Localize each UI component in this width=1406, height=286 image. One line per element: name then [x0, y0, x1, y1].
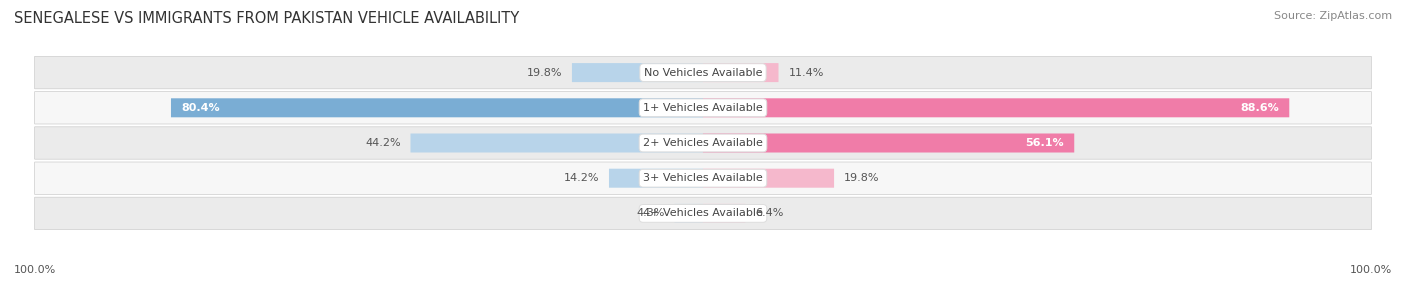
Text: 100.0%: 100.0% [1350, 265, 1392, 275]
Text: Source: ZipAtlas.com: Source: ZipAtlas.com [1274, 11, 1392, 21]
Text: SENEGALESE VS IMMIGRANTS FROM PAKISTAN VEHICLE AVAILABILITY: SENEGALESE VS IMMIGRANTS FROM PAKISTAN V… [14, 11, 519, 26]
FancyBboxPatch shape [703, 63, 779, 82]
Text: 80.4%: 80.4% [181, 103, 219, 113]
FancyBboxPatch shape [35, 92, 1371, 124]
FancyBboxPatch shape [703, 169, 834, 188]
FancyBboxPatch shape [572, 63, 703, 82]
Text: 56.1%: 56.1% [1025, 138, 1064, 148]
FancyBboxPatch shape [35, 197, 1371, 230]
FancyBboxPatch shape [35, 56, 1371, 89]
Text: 11.4%: 11.4% [789, 67, 824, 78]
FancyBboxPatch shape [703, 98, 1289, 117]
Text: 44.2%: 44.2% [366, 138, 401, 148]
Text: 4+ Vehicles Available: 4+ Vehicles Available [643, 208, 763, 219]
Text: 100.0%: 100.0% [14, 265, 56, 275]
FancyBboxPatch shape [35, 127, 1371, 159]
FancyBboxPatch shape [35, 162, 1371, 194]
Text: 88.6%: 88.6% [1240, 103, 1279, 113]
Text: 14.2%: 14.2% [564, 173, 599, 183]
FancyBboxPatch shape [172, 98, 703, 117]
Text: 3+ Vehicles Available: 3+ Vehicles Available [643, 173, 763, 183]
Text: 2+ Vehicles Available: 2+ Vehicles Available [643, 138, 763, 148]
Text: 6.4%: 6.4% [755, 208, 783, 219]
Text: 4.3%: 4.3% [637, 208, 665, 219]
Text: 19.8%: 19.8% [527, 67, 562, 78]
FancyBboxPatch shape [703, 134, 1074, 152]
Text: 1+ Vehicles Available: 1+ Vehicles Available [643, 103, 763, 113]
FancyBboxPatch shape [411, 134, 703, 152]
FancyBboxPatch shape [675, 204, 703, 223]
Text: 19.8%: 19.8% [844, 173, 879, 183]
Text: No Vehicles Available: No Vehicles Available [644, 67, 762, 78]
FancyBboxPatch shape [609, 169, 703, 188]
FancyBboxPatch shape [703, 204, 745, 223]
